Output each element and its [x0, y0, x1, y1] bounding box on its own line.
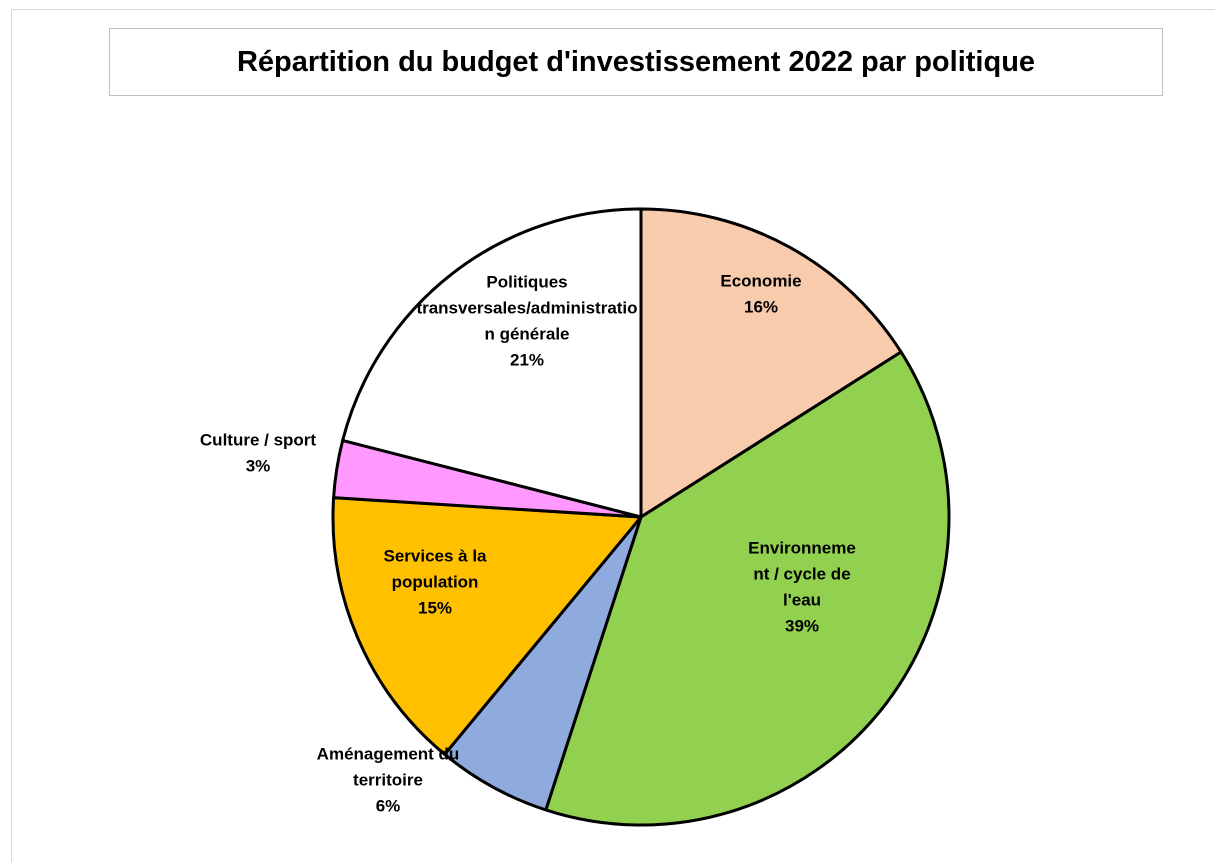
slice-name-5: Politiques: [486, 272, 567, 291]
slice-percent-1: 39%: [785, 616, 819, 635]
slice-percent-2: 6%: [376, 796, 401, 815]
chart-title: Répartition du budget d'investissement 2…: [236, 45, 1036, 78]
slice-label-0: Economie 16%: [720, 271, 801, 316]
slice-name-5: transversales/administratio: [416, 298, 637, 317]
slice-label-4: Culture / sport 3%: [200, 430, 317, 475]
slice-name-3: population: [392, 572, 479, 591]
slice-name-2: Aménagement du: [317, 744, 460, 763]
slice-label-2: Aménagement du territoire 6%: [317, 744, 460, 815]
slice-name-2: territoire: [353, 770, 423, 789]
slice-percent-3: 15%: [418, 598, 452, 617]
slice-name-3: Services à la: [383, 546, 487, 565]
slice-name-4: Culture / sport: [200, 430, 317, 449]
slice-percent-5: 21%: [510, 350, 544, 369]
slice-label-3: Services à la population 15%: [383, 546, 487, 617]
slice-name-1: Environneme: [748, 538, 856, 557]
slice-name-1: nt / cycle de: [753, 564, 850, 583]
pie-slices: [331, 207, 951, 827]
slice-percent-0: 16%: [744, 297, 778, 316]
pie-slice-1: [544, 350, 951, 827]
slice-name-0: Economie: [720, 271, 801, 290]
chart-title-box: Répartition du budget d'investissement 2…: [109, 28, 1163, 96]
slice-label-5: Politiques transversales/administratio n g…: [416, 272, 637, 369]
slice-percent-4: 3%: [246, 456, 271, 475]
slice-name-5: n générale: [484, 324, 569, 343]
slice-name-1: l'eau: [783, 590, 821, 609]
pie-slice-5: [341, 207, 643, 519]
pie-slice-3: [331, 496, 643, 756]
pie-slice-0: [639, 207, 903, 519]
slice-label-1: Environneme nt / cycle de l'eau 39%: [748, 538, 856, 635]
pie-labels: Economie 16% Environneme nt / cycle de l'eau…: [200, 271, 856, 815]
